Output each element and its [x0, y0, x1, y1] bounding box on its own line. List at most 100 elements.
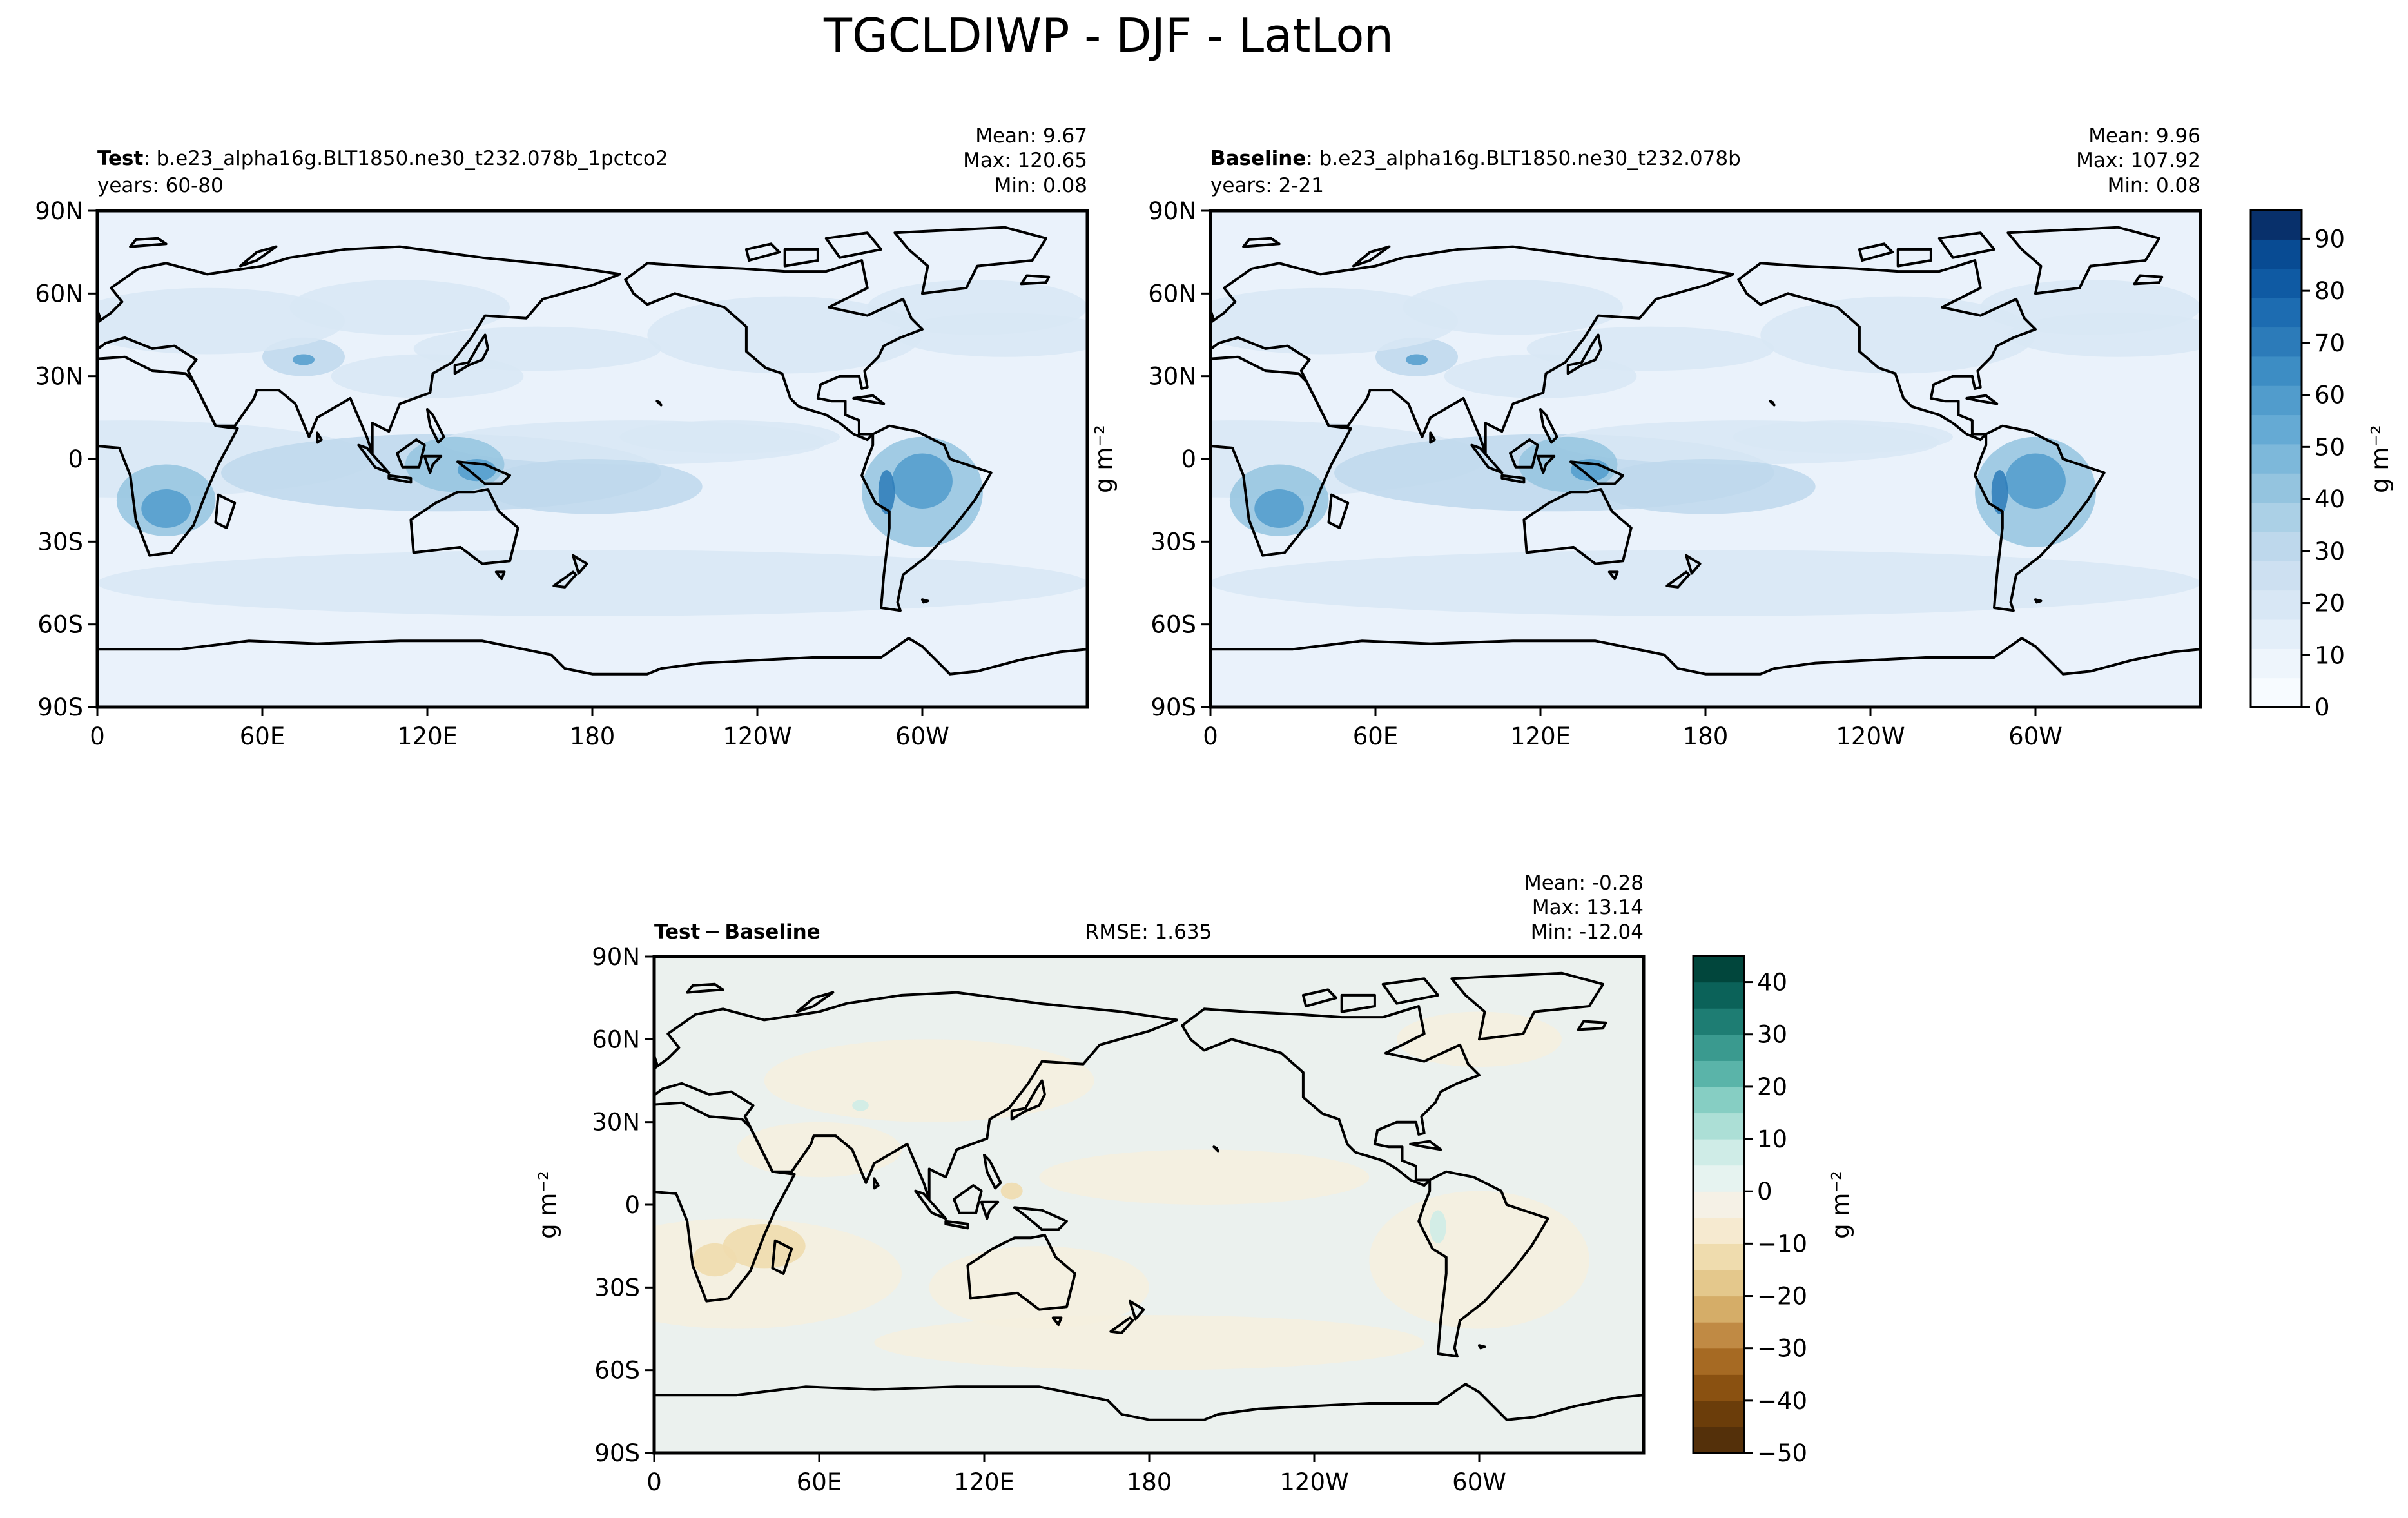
lat-tick-label: 60S [1151, 611, 1196, 639]
lon-tick-label: 60W [895, 723, 949, 750]
colorbar-main-ticks: 0 10 20 30 40 50 60 70 80 90 [2302, 225, 2345, 721]
lat-tick-label: 0 [1181, 445, 1196, 473]
coastline-cuba [852, 394, 886, 405]
coastline-s-america [1417, 1170, 1549, 1358]
colorbar-diff-ticks: 40 30 20 10 0 −10 −20 −30 −40 −50 [1744, 969, 1807, 1467]
colorbar-diff-swatches [1693, 956, 1744, 1454]
colorbar-swatch [1693, 982, 1744, 1009]
coastline-cuba [1409, 1140, 1442, 1151]
coastline-iceland [2133, 274, 2164, 286]
panel-label: Test: b.e23_alpha16g.BLT1850.ne30_t232.0… [97, 147, 668, 170]
panel-label: Baseline: b.e23_alpha16g.BLT1850.ne30_t2… [1210, 147, 1741, 170]
stat-mean: Mean: -0.28 [1524, 871, 1644, 895]
colorbar-tick-label: 80 [2315, 277, 2345, 305]
unit-label-left: g m⁻² [534, 1171, 561, 1239]
panel-label-operator: − [704, 920, 721, 944]
field-contour [292, 354, 315, 365]
lon-axis: 0 60E 120E 180 120W 60W [1203, 707, 2063, 750]
coastline-hawaii [655, 400, 663, 407]
colorbar-diff-unit: g m⁻² [1827, 1171, 1854, 1239]
field-contour [1254, 489, 1305, 528]
coastline-tasmania [1607, 570, 1619, 581]
coastline-cuba [1965, 394, 1999, 405]
lat-tick-label: 60N [592, 1026, 640, 1053]
coastline-java [944, 1220, 969, 1230]
field-contour [289, 279, 510, 335]
colorbar-swatch [1693, 1191, 1744, 1218]
coastline-eurasia [654, 991, 1178, 1201]
lat-tick-label: 60N [1148, 280, 1196, 307]
colorbar-swatch [2251, 619, 2302, 649]
colorbar-swatch [1693, 1139, 1744, 1166]
lon-tick-label: 60W [1452, 1468, 1506, 1496]
lat-tick-label: 90S [1151, 694, 1196, 721]
field-contour [1369, 1191, 1589, 1329]
coastline-greenland [893, 226, 1047, 295]
colorbar-swatch [1693, 1374, 1744, 1401]
colorbar-swatch [1693, 1008, 1744, 1035]
coastline-africa [97, 355, 239, 557]
lon-tick-label: 120E [1510, 723, 1571, 750]
field-contour [482, 459, 703, 514]
coastline-hawaii [1769, 400, 1776, 407]
coastline-madagascar [214, 493, 237, 529]
colorbar-swatch [2251, 561, 2302, 591]
coastline-africa [654, 1101, 796, 1303]
colorbar-swatch [2251, 327, 2302, 357]
field-layer [654, 957, 1644, 1453]
colorbar-swatch [2251, 298, 2302, 328]
field-contour [141, 489, 191, 528]
coastline-nz-north [1685, 554, 1702, 575]
lat-tick-label: 90N [1148, 197, 1196, 225]
lon-tick-label: 120E [397, 723, 458, 750]
colorbar-swatch [2251, 531, 2302, 561]
lon-tick-label: 180 [1683, 723, 1729, 750]
stat-rmse: RMSE: 1.635 [1085, 920, 1212, 944]
coastline-new-guinea [1013, 1206, 1068, 1231]
field-contour [1526, 326, 1774, 371]
colorbar-swatch [1693, 1348, 1744, 1375]
field-contour [1210, 550, 2200, 616]
field-contour [97, 550, 1087, 616]
colorbar-swatch [1693, 956, 1744, 983]
coastline-arctic-3 [1858, 242, 1894, 262]
field-contour [1039, 1149, 1370, 1205]
coastline-nz-north [1129, 1299, 1145, 1321]
field-contour [1210, 287, 1458, 355]
field-contour [737, 1122, 902, 1178]
stat-min: Min: -12.04 [1531, 920, 1644, 944]
colorbar-swatch [2251, 648, 2302, 679]
colorbar-tick-label: −20 [1757, 1283, 1807, 1310]
colorbar-main: 0 10 20 30 40 50 60 70 80 90 g m⁻² [2249, 209, 2394, 721]
field-contour [852, 1100, 869, 1111]
coastline-philippines [426, 408, 445, 444]
coastline-n-america [624, 259, 924, 442]
field-contour [764, 1039, 1094, 1122]
field-contour [1733, 420, 1953, 454]
coastline-nz-south [552, 570, 578, 589]
coastline-sri-lanka [316, 431, 323, 444]
colorbar-tick-label: −50 [1757, 1439, 1807, 1467]
lon-tick-label: 60E [797, 1468, 842, 1496]
colorbar-swatch [1693, 1296, 1744, 1323]
colorbar-frame [1692, 955, 1745, 1454]
coastlines [654, 971, 1644, 1421]
field-contour [692, 1243, 737, 1277]
colorbar-swatch [1693, 1086, 1744, 1114]
coastline-arctic-1 [1340, 993, 1376, 1013]
lat-tick-label: 0 [625, 1191, 640, 1219]
field-layer [97, 211, 1087, 707]
colorbar-swatch [2251, 590, 2302, 620]
coastline-sulawesi [423, 454, 443, 474]
panel-years: years: 2-21 [1210, 174, 1324, 197]
panel-label-bold: Test [97, 147, 144, 170]
field-contour [619, 420, 840, 454]
coastline-arctic-2 [1937, 231, 1995, 259]
colorbar-tick-label: −30 [1757, 1335, 1807, 1363]
coastline-eurasia [97, 245, 621, 455]
colorbar-diff: 40 30 20 10 0 −10 −20 −30 −40 −50 g m⁻² [1692, 955, 1854, 1467]
coastline-nz-south [1665, 570, 1691, 589]
lat-tick-label: 90S [37, 694, 83, 721]
coastline-sumatra [1470, 443, 1504, 474]
lat-tick-label: 60S [37, 611, 83, 639]
